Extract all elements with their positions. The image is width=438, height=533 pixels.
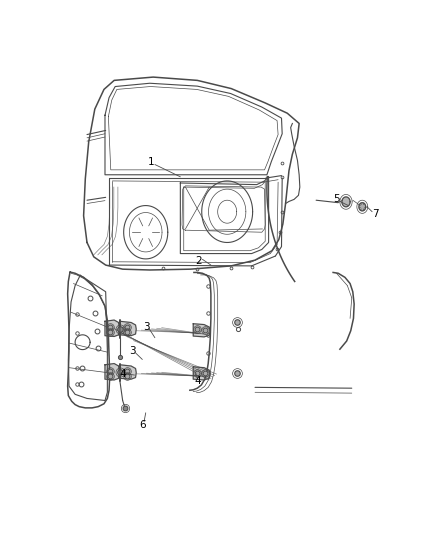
Polygon shape — [105, 320, 119, 336]
Polygon shape — [120, 365, 136, 379]
Polygon shape — [193, 367, 210, 380]
Text: 4: 4 — [194, 376, 201, 386]
Polygon shape — [105, 364, 119, 380]
Text: 5: 5 — [333, 195, 340, 204]
Polygon shape — [359, 203, 366, 211]
Polygon shape — [120, 321, 136, 336]
Text: 3: 3 — [130, 346, 136, 356]
Text: 2: 2 — [196, 256, 202, 266]
Text: 7: 7 — [372, 209, 379, 219]
Text: 4: 4 — [119, 369, 126, 379]
Text: 6: 6 — [139, 420, 146, 430]
Text: 3: 3 — [143, 321, 150, 332]
Text: 1: 1 — [148, 157, 155, 167]
Polygon shape — [193, 324, 210, 337]
Polygon shape — [342, 197, 350, 207]
